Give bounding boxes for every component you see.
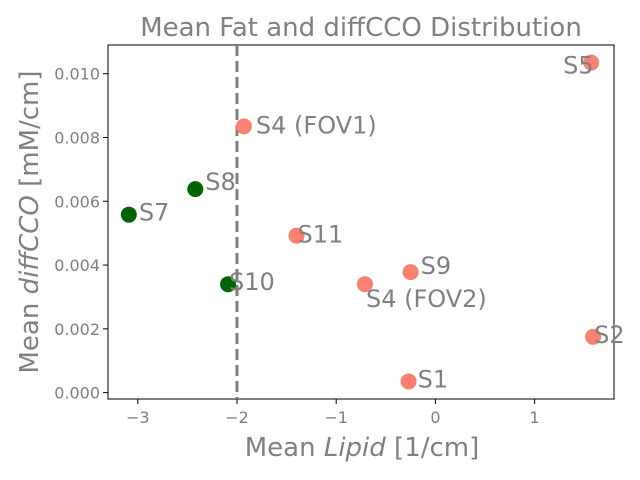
x-axis-ticks: −3 −2 −1 0 1	[126, 399, 540, 427]
point-label-s7: S7	[139, 199, 170, 227]
x-axis-label: Mean Lipid [1/cm]	[245, 433, 480, 463]
x-tick-label: 0	[430, 408, 440, 427]
x-axis-label-prefix: Mean	[245, 433, 324, 463]
point-label-s4-fov2: S4 (FOV2)	[366, 285, 487, 313]
y-tick-label: 0.004	[54, 256, 100, 275]
x-axis-label-italic: Lipid	[324, 433, 386, 463]
point-label-s4-fov1: S4 (FOV1)	[256, 111, 377, 139]
point-label-s1: S1	[418, 365, 449, 393]
point-label-s11: S11	[298, 221, 344, 249]
y-tick-label: 0.008	[54, 128, 100, 147]
data-point-s4-fov2	[356, 276, 373, 293]
y-axis-label-suffix: [mM/cm]	[15, 70, 45, 195]
y-axis-label: Mean diffCCO [mM/cm]	[15, 70, 45, 373]
point-label-s5: S5	[563, 52, 594, 80]
data-point-s4-fov1	[235, 118, 252, 135]
point-label-s9: S9	[421, 252, 452, 280]
y-axis-label-prefix: Mean	[15, 294, 45, 373]
x-axis-label-suffix: [1/cm]	[386, 433, 479, 463]
y-axis-ticks: 0.000 0.002 0.004 0.006 0.008 0.010	[54, 65, 108, 403]
y-tick-label: 0.000	[54, 384, 100, 403]
data-point-s11	[288, 227, 305, 244]
x-tick-label: −1	[324, 408, 348, 427]
point-label-s8: S8	[205, 168, 236, 196]
y-tick-label: 0.002	[54, 320, 100, 339]
x-tick-label: −3	[126, 408, 150, 427]
chart-title: Mean Fat and diffCCO Distribution	[140, 13, 582, 43]
data-point-labels: S5 S4 (FOV1) S8 S7 S11 S10 S9 S4 (FOV2) S2 S1	[139, 52, 625, 394]
x-tick-label: −2	[225, 408, 249, 427]
data-points	[120, 54, 602, 390]
point-label-s10: S10	[229, 268, 275, 296]
point-label-s2: S2	[594, 321, 625, 349]
data-point-s9	[402, 264, 419, 281]
data-point-s1	[400, 373, 417, 390]
data-point-s5	[583, 54, 600, 71]
x-tick-label: 1	[530, 408, 540, 427]
data-point-s10	[220, 276, 237, 293]
data-point-s2	[585, 328, 602, 345]
y-axis-label-italic: diffCCO	[15, 195, 45, 294]
y-tick-label: 0.006	[54, 192, 100, 211]
data-point-s8	[187, 181, 204, 198]
plot-frame	[107, 44, 615, 400]
y-tick-label: 0.010	[54, 65, 100, 84]
data-point-s7	[120, 206, 137, 223]
